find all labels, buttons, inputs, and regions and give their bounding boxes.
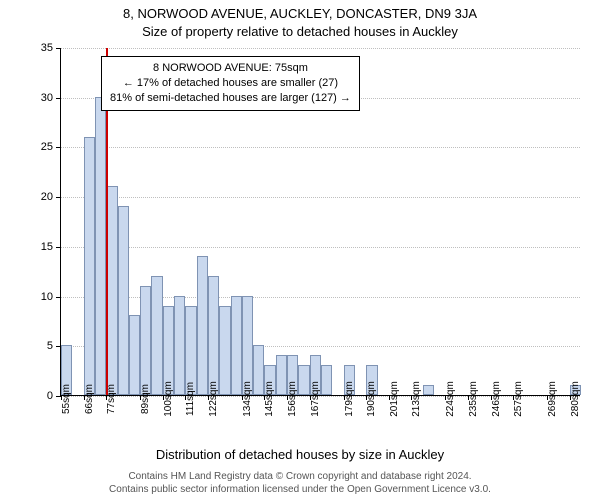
histogram-bar: [231, 296, 242, 395]
y-tick-label: 5: [47, 340, 53, 352]
x-tick-label: 55sqm: [61, 384, 72, 414]
title-line2: Size of property relative to detached ho…: [0, 24, 600, 39]
y-tick: [56, 297, 61, 298]
x-tick-label: 246sqm: [491, 381, 502, 417]
x-tick-label: 145sqm: [264, 381, 275, 417]
histogram-bar: [174, 296, 185, 395]
callout-line-2: ← 17% of detached houses are smaller (27…: [110, 76, 351, 91]
x-tick-label: 224sqm: [445, 381, 456, 417]
histogram-bar: [253, 345, 264, 395]
y-tick: [56, 48, 61, 49]
x-tick-label: 66sqm: [84, 384, 95, 414]
x-tick-label: 235sqm: [468, 381, 479, 417]
footer-line-1: Contains HM Land Registry data © Crown c…: [0, 471, 600, 484]
y-tick-label: 20: [41, 191, 53, 203]
x-tick-label: 280sqm: [570, 381, 581, 417]
x-tick-label: 190sqm: [366, 381, 377, 417]
y-tick-label: 35: [41, 42, 53, 54]
histogram-bar: [208, 276, 219, 395]
y-tick-label: 30: [41, 92, 53, 104]
footer-attribution: Contains HM Land Registry data © Crown c…: [0, 471, 600, 496]
x-tick-label: 134sqm: [242, 381, 253, 417]
callout-line-3: 81% of semi-detached houses are larger (…: [110, 91, 351, 106]
histogram-bar: [276, 355, 287, 395]
y-tick: [56, 147, 61, 148]
x-tick-label: 269sqm: [547, 381, 558, 417]
y-tick: [56, 247, 61, 248]
histogram-bar: [140, 286, 151, 395]
x-tick-label: 77sqm: [106, 384, 117, 414]
x-axis-label: Distribution of detached houses by size …: [0, 447, 600, 462]
title-line1: 8, NORWOOD AVENUE, AUCKLEY, DONCASTER, D…: [0, 6, 600, 21]
x-tick-label: 201sqm: [389, 381, 400, 417]
histogram-bar: [321, 365, 332, 395]
x-tick-label: 156sqm: [287, 381, 298, 417]
histogram-bar: [298, 365, 309, 395]
callout-box: 8 NORWOOD AVENUE: 75sqm ← 17% of detache…: [101, 56, 360, 111]
histogram-bar: [151, 276, 162, 395]
x-tick-label: 111sqm: [185, 382, 196, 416]
x-tick-label: 89sqm: [140, 384, 151, 414]
histogram-bar: [129, 315, 140, 395]
x-tick-label: 213sqm: [411, 381, 422, 417]
y-tick: [56, 98, 61, 99]
histogram-bar: [95, 97, 106, 395]
histogram-bar: [118, 206, 129, 395]
y-tick-label: 10: [41, 291, 53, 303]
y-tick-label: 0: [47, 390, 53, 402]
x-tick-label: 100sqm: [163, 381, 174, 417]
callout-line-1: 8 NORWOOD AVENUE: 75sqm: [110, 61, 351, 76]
x-tick-label: 167sqm: [310, 381, 321, 417]
y-tick: [56, 197, 61, 198]
y-tick: [56, 346, 61, 347]
histogram-bar: [197, 256, 208, 395]
x-tick-label: 257sqm: [513, 381, 524, 417]
x-tick-label: 122sqm: [208, 381, 219, 417]
histogram-bar: [423, 385, 434, 395]
footer-line-2: Contains public sector information licen…: [0, 484, 600, 497]
y-tick-label: 25: [41, 141, 53, 153]
histogram-bar: [84, 137, 95, 396]
chart-frame: 8, NORWOOD AVENUE, AUCKLEY, DONCASTER, D…: [0, 0, 600, 500]
x-tick-label: 179sqm: [344, 381, 355, 417]
y-tick-label: 15: [41, 241, 53, 253]
plot-area: 8 NORWOOD AVENUE: 75sqm ← 17% of detache…: [60, 48, 580, 396]
histogram-bar: [242, 296, 253, 395]
histogram-bar: [219, 306, 230, 395]
